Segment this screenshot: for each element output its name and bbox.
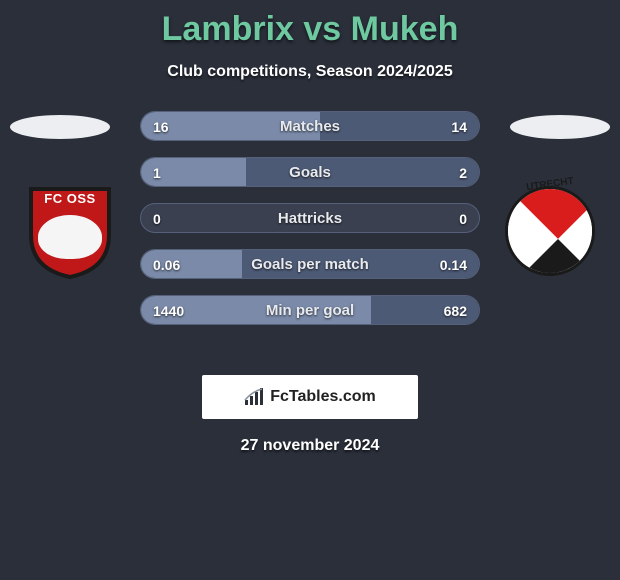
footer-date: 27 november 2024	[0, 437, 620, 455]
player-right-name: Mukeh	[351, 10, 459, 48]
right-club-badge: UTRECHT	[500, 181, 600, 281]
stat-label: Goals per match	[141, 250, 479, 279]
brand-box[interactable]: FcTables.com	[202, 375, 418, 419]
page-title: Lambrix vs Mukeh	[0, 0, 620, 49]
brand-label: FcTables.com	[270, 388, 376, 406]
left-player-ellipse	[10, 115, 110, 139]
stat-row: 1614Matches	[140, 111, 480, 141]
comparison-arena: FC OSS UTRECHT 1614Matches 12Goals 00Hattr…	[0, 111, 620, 361]
stat-row: 12Goals	[140, 157, 480, 187]
left-club-badge: FC OSS	[20, 181, 120, 281]
stat-label: Matches	[141, 112, 479, 141]
signal-bars-icon	[244, 388, 264, 406]
stats-panel: 1614Matches 12Goals 00Hattricks 0.060.14Goa…	[140, 111, 480, 341]
left-club-label: FC OSS	[20, 191, 120, 206]
stat-row: 0.060.14Goals per match	[140, 249, 480, 279]
diagonal-flag-icon	[505, 186, 595, 276]
bull-icon	[38, 215, 102, 259]
stat-row: 00Hattricks	[140, 203, 480, 233]
right-player-ellipse	[510, 115, 610, 139]
stat-label: Min per goal	[141, 296, 479, 325]
stat-row: 1440682Min per goal	[140, 295, 480, 325]
subtitle: Club competitions, Season 2024/2025	[0, 63, 620, 81]
circle-badge-icon	[505, 186, 595, 276]
stat-label: Hattricks	[141, 204, 479, 233]
vs-text: vs	[303, 10, 341, 48]
stat-label: Goals	[141, 158, 479, 187]
player-left-name: Lambrix	[162, 10, 294, 48]
